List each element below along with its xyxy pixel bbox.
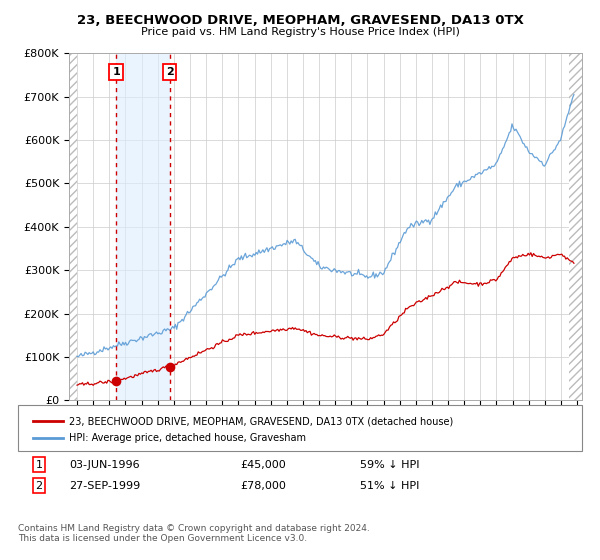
Bar <box>69 53 77 400</box>
Text: Price paid vs. HM Land Registry's House Price Index (HPI): Price paid vs. HM Land Registry's House … <box>140 27 460 37</box>
Text: HPI: Average price, detached house, Gravesham: HPI: Average price, detached house, Grav… <box>69 433 306 443</box>
Text: Contains HM Land Registry data © Crown copyright and database right 2024.
This d: Contains HM Land Registry data © Crown c… <box>18 524 370 543</box>
Text: 2: 2 <box>166 67 174 77</box>
Bar <box>116 53 170 400</box>
Text: 03-JUN-1996: 03-JUN-1996 <box>69 460 140 470</box>
Text: 59% ↓ HPI: 59% ↓ HPI <box>360 460 419 470</box>
Bar <box>569 53 582 400</box>
Text: 1: 1 <box>112 67 120 77</box>
Text: 51% ↓ HPI: 51% ↓ HPI <box>360 480 419 491</box>
Text: 2: 2 <box>35 480 43 491</box>
Text: £78,000: £78,000 <box>240 480 286 491</box>
Text: £45,000: £45,000 <box>240 460 286 470</box>
Text: 23, BEECHWOOD DRIVE, MEOPHAM, GRAVESEND, DA13 0TX: 23, BEECHWOOD DRIVE, MEOPHAM, GRAVESEND,… <box>77 14 523 27</box>
Text: 23, BEECHWOOD DRIVE, MEOPHAM, GRAVESEND, DA13 0TX (detached house): 23, BEECHWOOD DRIVE, MEOPHAM, GRAVESEND,… <box>69 416 453 426</box>
Text: 27-SEP-1999: 27-SEP-1999 <box>69 480 140 491</box>
Text: 1: 1 <box>35 460 43 470</box>
